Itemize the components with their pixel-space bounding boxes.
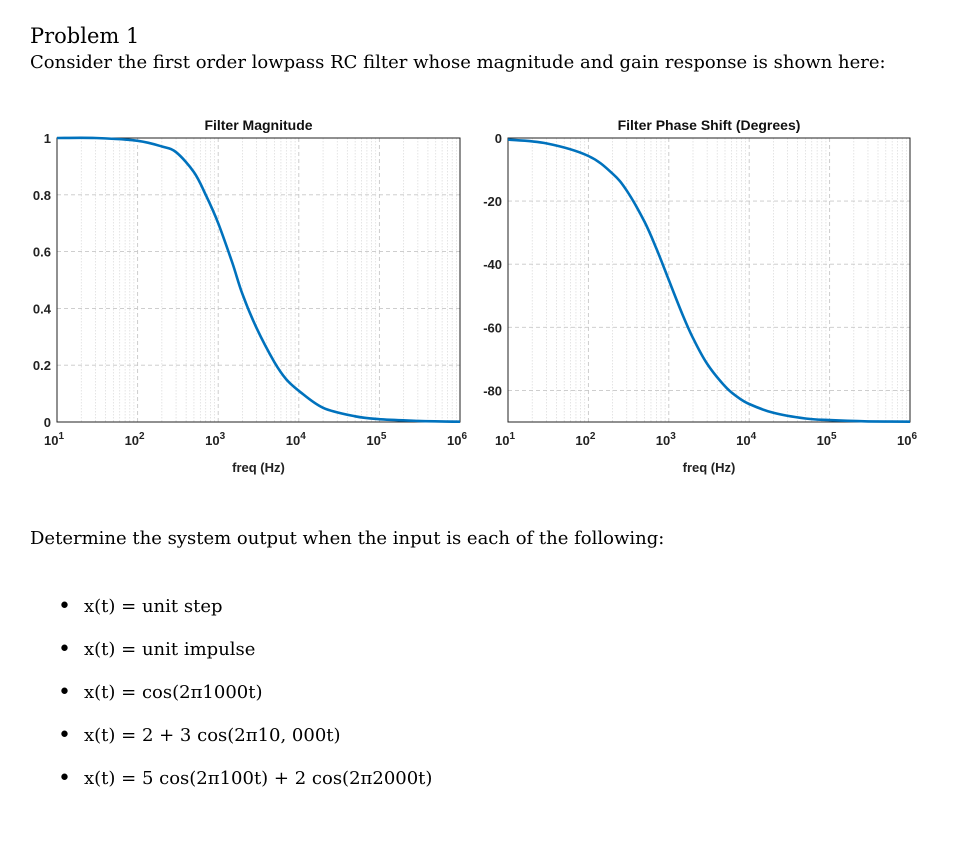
y-tick-label: 0 bbox=[44, 415, 51, 430]
chart-title: Filter Magnitude bbox=[204, 117, 312, 133]
x-axis-label: freq (Hz) bbox=[683, 460, 736, 475]
series-line-1 bbox=[56, 136, 461, 423]
filter-charts: 101 102 103 104 105 106 0 0.2 0.4 0.6 0.8 1 Filter M… bbox=[33, 117, 918, 475]
input-item: x(t) = 2 + 3 cos(2π10, 000t) bbox=[58, 723, 432, 768]
y-tick-label: 0.4 bbox=[33, 301, 52, 316]
series-line-1 bbox=[507, 138, 911, 423]
y-tick-label: 0.8 bbox=[33, 188, 51, 203]
y-tick-label: -20 bbox=[483, 194, 502, 209]
plot-area bbox=[57, 138, 460, 422]
x-tick-label: 105 bbox=[817, 431, 837, 448]
x-tick-label: 104 bbox=[286, 431, 306, 448]
x-tick-label: 101 bbox=[495, 431, 515, 448]
x-tick-label: 105 bbox=[366, 431, 386, 448]
task-statement: Determine the system output when the inp… bbox=[30, 528, 665, 549]
input-item: x(t) = unit step bbox=[58, 594, 432, 639]
input-item: x(t) = unit impulse bbox=[58, 637, 432, 682]
x-tick-label: 104 bbox=[736, 431, 756, 448]
problem-title: Problem 1 bbox=[30, 24, 140, 48]
input-list: x(t) = unit step x(t) = unit impulse x(t… bbox=[58, 594, 432, 811]
y-tick-label: 1 bbox=[44, 131, 51, 146]
x-tick-label: 106 bbox=[447, 431, 467, 448]
x-tick-label: 102 bbox=[575, 431, 595, 448]
y-tick-label: 0.6 bbox=[33, 245, 51, 260]
x-tick-label: 101 bbox=[44, 431, 64, 448]
input-item: x(t) = cos(2π1000t) bbox=[58, 680, 432, 725]
plot-area bbox=[508, 138, 910, 422]
x-tick-label: 103 bbox=[656, 431, 676, 448]
axes-frame bbox=[56, 137, 461, 423]
y-tick-label: 0 bbox=[495, 131, 502, 146]
chart-title: Filter Phase Shift (Degrees) bbox=[618, 117, 801, 133]
x-tick-label: 102 bbox=[125, 431, 145, 448]
chart-panel-1: 101 102 103 104 105 106 0 0.2 0.4 0.6 0.8 1 Filter M… bbox=[33, 117, 468, 475]
x-tick-label: 106 bbox=[897, 431, 917, 448]
x-tick-label: 103 bbox=[205, 431, 225, 448]
chart-panel-2: 101 102 103 104 105 106 -80 -60 -40 -20 0 Filter Ph… bbox=[483, 117, 917, 475]
y-tick-label: -40 bbox=[483, 257, 502, 272]
y-tick-label: -80 bbox=[483, 383, 502, 398]
x-axis-label: freq (Hz) bbox=[232, 460, 285, 475]
charts-area: 101 102 103 104 105 106 0 0.2 0.4 0.6 0.8 1 Filter M… bbox=[0, 100, 967, 490]
problem-intro: Consider the first order lowpass RC filt… bbox=[30, 52, 886, 73]
y-tick-label: -60 bbox=[483, 320, 502, 335]
axes-frame bbox=[507, 137, 911, 423]
input-item: x(t) = 5 cos(2π100t) + 2 cos(2π2000t) bbox=[58, 766, 432, 811]
y-tick-label: 0.2 bbox=[33, 358, 51, 373]
